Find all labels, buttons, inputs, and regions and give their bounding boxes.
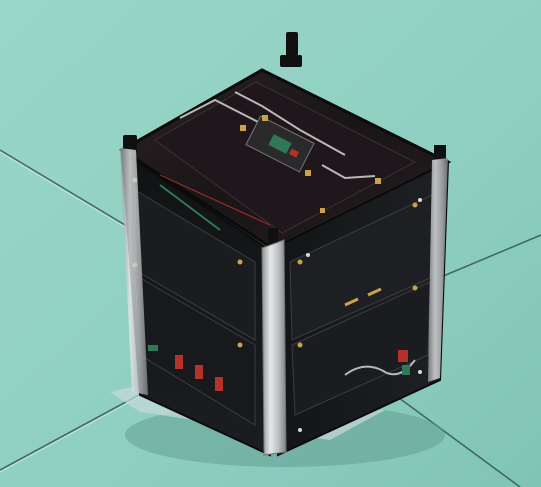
circuit-chip (268, 134, 292, 154)
mounting-posts (123, 32, 446, 248)
right-solar-panel-lower (291, 281, 431, 416)
right-rail (428, 158, 448, 382)
front-rail (261, 239, 287, 456)
left-rail (120, 148, 148, 395)
left-bottom-components (148, 345, 223, 391)
